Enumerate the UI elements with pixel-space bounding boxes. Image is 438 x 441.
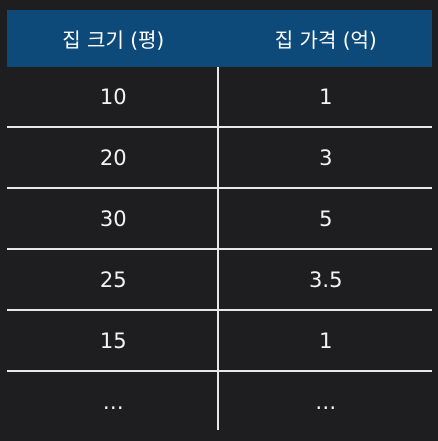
table-header: 집 크기 (평) 집 가격 (억)	[7, 10, 432, 67]
cell-house-size: 15	[99, 328, 127, 353]
table-row: 15 1	[7, 311, 432, 372]
table-row: 25 3.5	[7, 250, 432, 311]
cell-house-price: …	[315, 390, 337, 414]
cell-house-price: 1	[319, 328, 333, 353]
cell-house-price: 5	[319, 206, 333, 231]
table-row: … …	[7, 372, 432, 432]
cell-house-size: 25	[99, 267, 127, 292]
cell-house-size: 30	[99, 206, 127, 231]
header-house-size: 집 크기 (평)	[62, 28, 165, 52]
header-house-price: 집 가격 (억)	[274, 28, 377, 52]
cell-house-price: 3.5	[309, 267, 343, 292]
table-row: 20 3	[7, 128, 432, 189]
table-row: 30 5	[7, 189, 432, 250]
cell-house-price: 3	[319, 145, 333, 170]
table-row: 10 1	[7, 67, 432, 128]
cell-house-price: 1	[319, 84, 333, 109]
data-table: 집 크기 (평) 집 가격 (억) 10 1 20 3 30 5 25 3.5 …	[7, 10, 432, 431]
cell-house-size: 20	[99, 145, 127, 170]
cell-house-size: 10	[99, 84, 127, 109]
cell-house-size: …	[102, 390, 124, 414]
table-body: 10 1 20 3 30 5 25 3.5 15 1 … …	[7, 67, 432, 432]
column-divider	[217, 67, 219, 430]
